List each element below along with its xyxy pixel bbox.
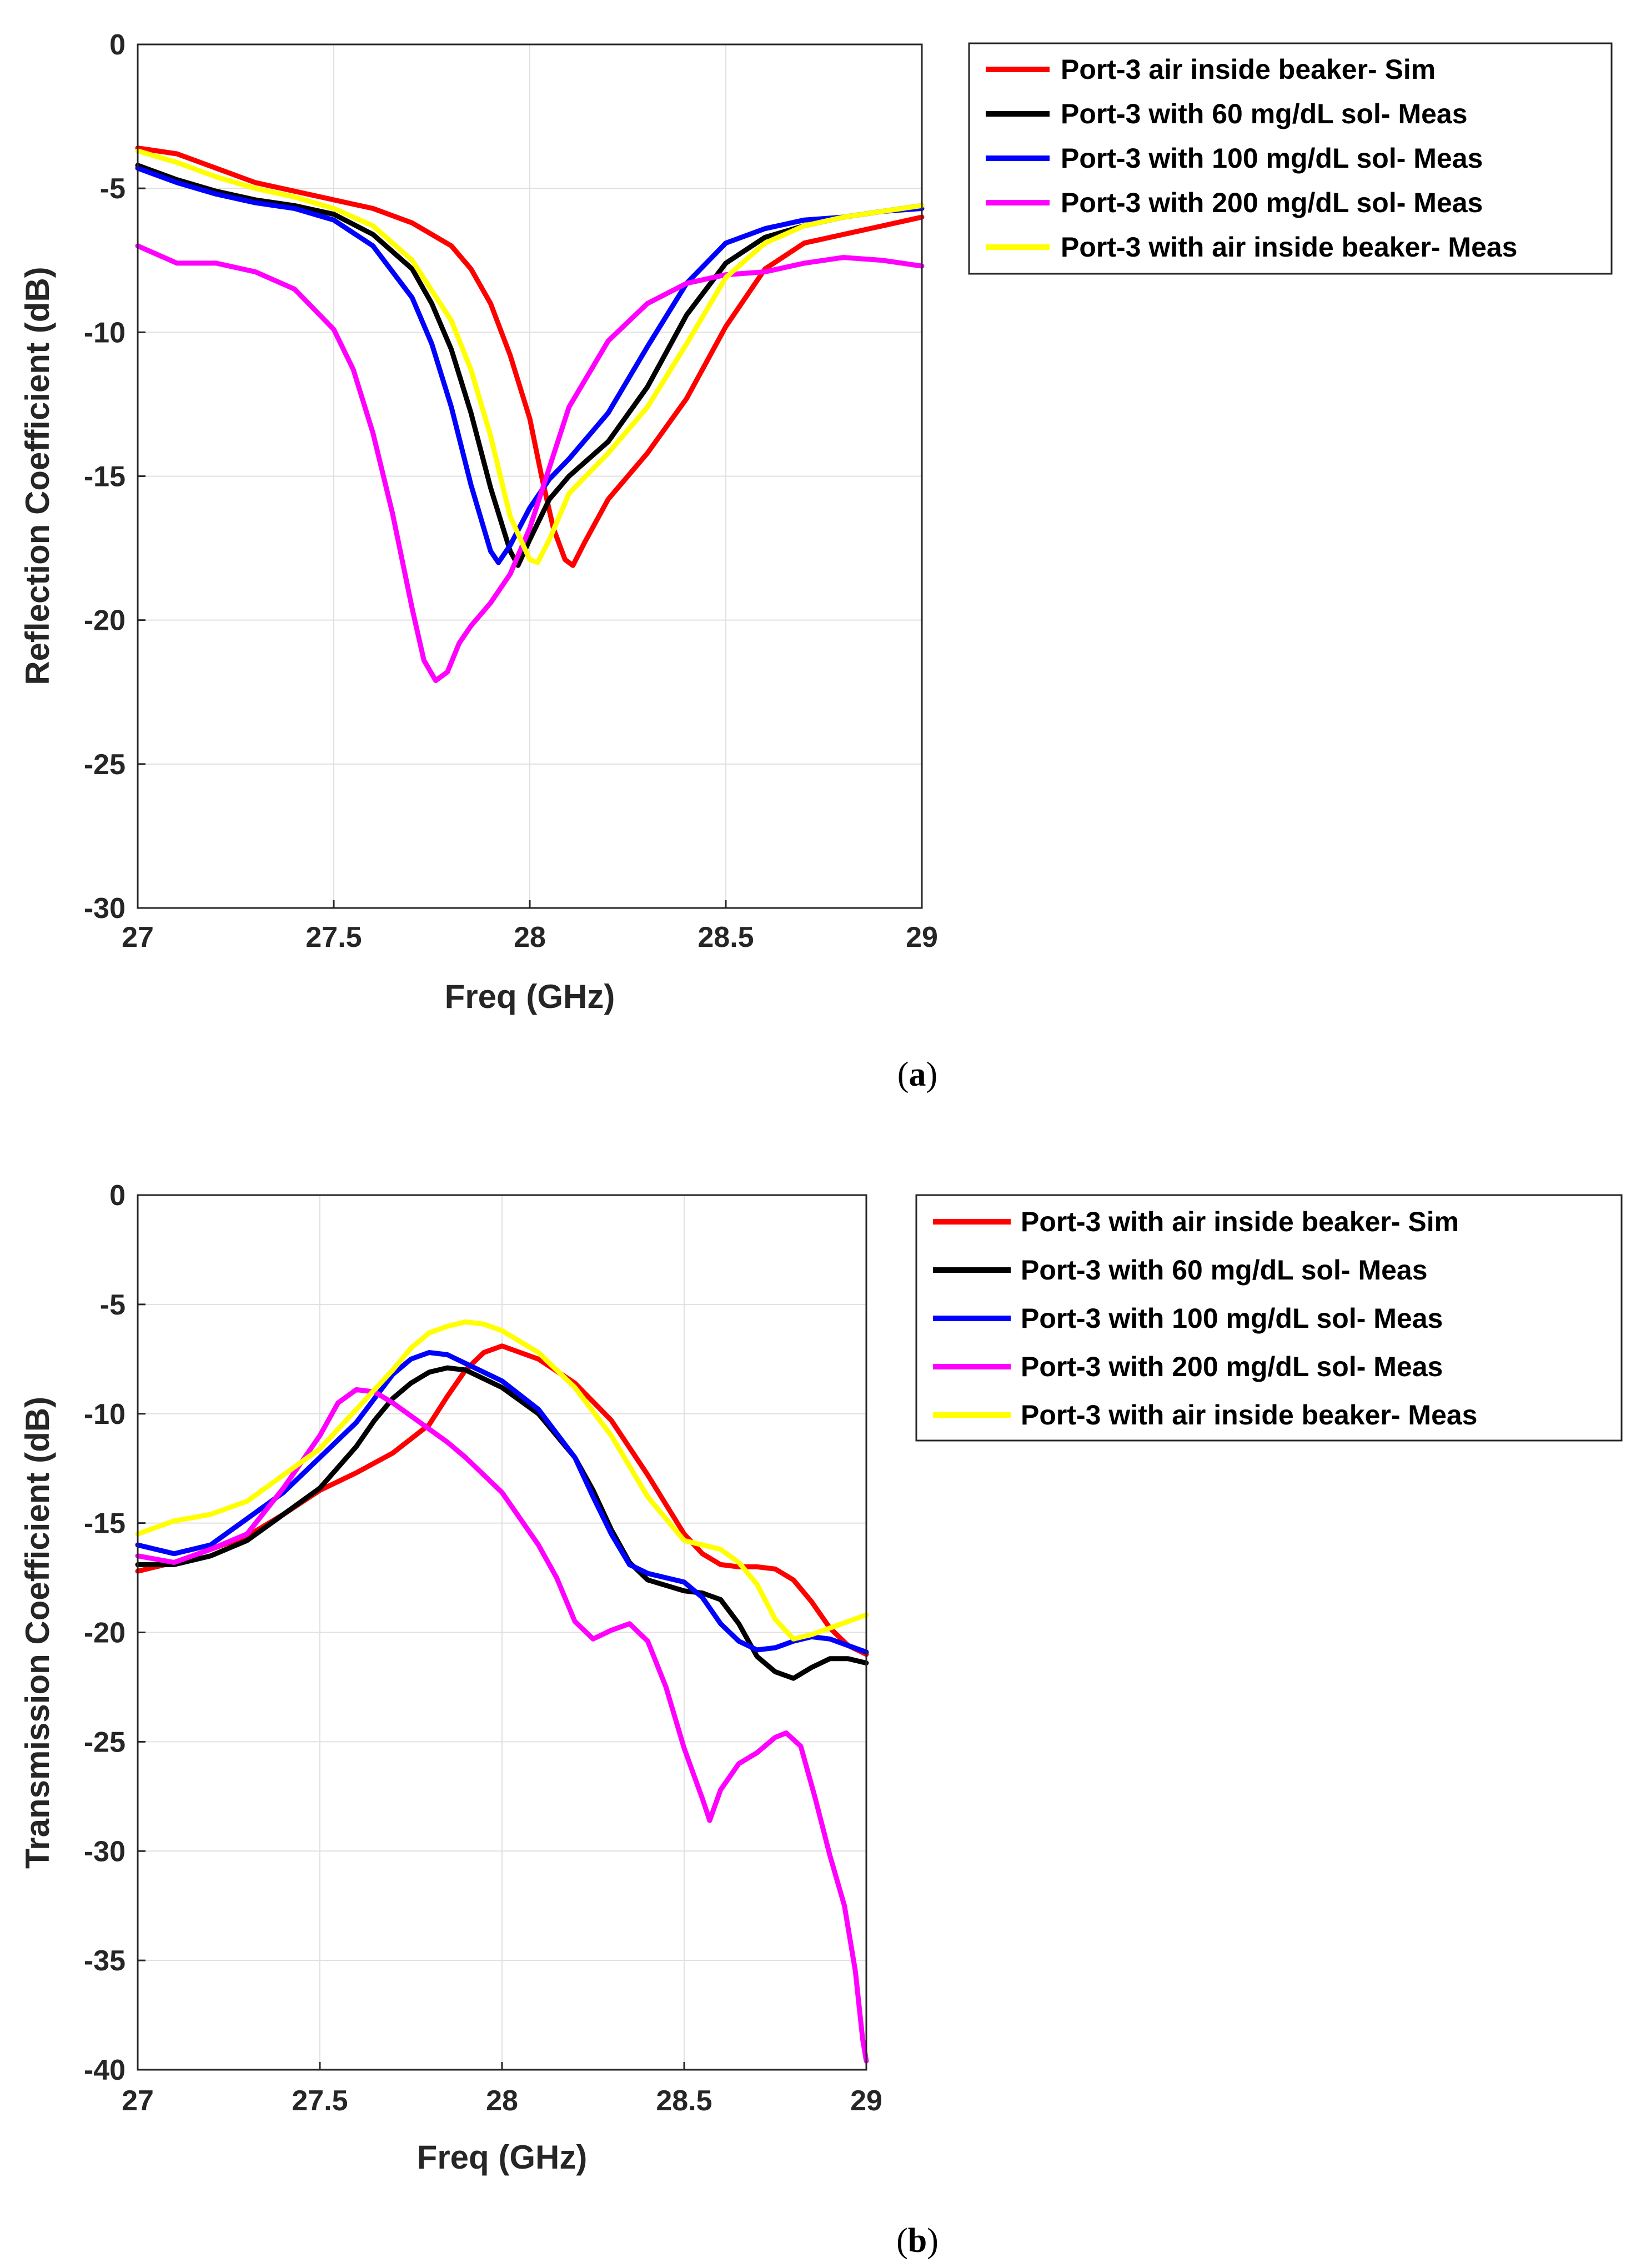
panel-b-y-tick-label: -25	[84, 1726, 126, 1758]
panel-a-y-tick-label: -30	[84, 892, 126, 925]
panel-b-x-ticks: 27 27.5 28 28.5 29	[122, 2062, 882, 2117]
panel-a-y-tick-label: -10	[84, 317, 126, 349]
panel-a-caption-letter: a	[909, 1056, 926, 1093]
panel-a-series-line-3	[135, 165, 925, 565]
panel-b-y-tick-label: -5	[100, 1289, 126, 1321]
panel-a-series-line-4	[135, 243, 925, 683]
panel-b-legend-label-2: Port-3 with 60 mg/dL sol- Meas	[1021, 1255, 1428, 1286]
panel-a-legend-label-4: Port-3 with 200 mg/dL sol- Meas	[1061, 187, 1483, 218]
panel-a-series-line-1	[135, 145, 925, 568]
panel-a-x-tick-label: 28	[514, 921, 546, 954]
panel-a-legend-label-1: Port-3 air inside beaker- Sim	[1061, 54, 1436, 85]
panel-b-y-axis-label: Transmission Coefficient (dB)	[19, 1397, 56, 1869]
panel-b-transmission-coefficient: 27 27.5 28 28.5 29 0-5-10-15-20-25-30-35-40 …	[19, 1180, 1623, 2260]
panel-a-y-ticks: 0 -5 -10 -15 -20 -25 -30	[84, 29, 145, 925]
panel-a-legend-label-2: Port-3 with 60 mg/dL sol- Meas	[1061, 98, 1468, 129]
panel-b-series-line-5	[135, 1319, 869, 1642]
panel-b-series-line-3	[135, 1350, 869, 1655]
panel-b-x-tick-label: 29	[850, 2085, 882, 2117]
panel-a-x-tick-label: 27	[122, 921, 154, 954]
panel-b-x-tick-label: 28.5	[656, 2085, 712, 2117]
panel-b-y-tick-label: -15	[84, 1508, 126, 1540]
panel-b-y-tick-label: -35	[84, 1945, 126, 1977]
panel-b-x-tick-label: 27.5	[292, 2085, 348, 2117]
panel-a-y-axis-label: Reflection Coefficient (dB)	[19, 267, 56, 685]
panel-b-series	[135, 1319, 869, 2064]
panel-b-series-line-4	[135, 1387, 869, 2064]
panel-b-y-tick-label: -10	[84, 1398, 126, 1431]
panel-a-x-ticks: 27 27.5 28 28.5 29	[122, 900, 938, 954]
panel-a-grid	[137, 44, 922, 909]
panel-b-caption-letter: b	[908, 2222, 927, 2260]
panel-a-series-line-5	[135, 148, 925, 565]
panel-b-y-ticks: 0 -5 -10 -15 -20 -25 -30 -35 -40	[84, 1180, 145, 2086]
panel-a-legend-label-5: Port-3 with air inside beaker- Meas	[1061, 232, 1518, 263]
panel-b-x-tick-label: 28	[486, 2085, 518, 2117]
panel-b-y-tick-label: 0	[109, 1180, 126, 1212]
panel-a-x-axis-label: Freq (GHz)	[445, 978, 615, 1015]
panel-b-y-tick-label: -20	[84, 1617, 126, 1649]
panel-a-x-tick-label: 29	[906, 921, 938, 954]
panel-b-y-tick-label: -40	[84, 2054, 126, 2086]
panel-a-y-tick-label: -15	[84, 461, 126, 493]
panel-a-reflection-coefficient: 27 27.5 28 28.5 29 0 -5 -10 -15 -20 -25 -30 Freq (…	[19, 29, 1613, 1093]
panel-a-legend-box	[968, 42, 1613, 275]
panel-a-x-tick-label: 28.5	[697, 921, 754, 954]
panel-a-y-tick-label: 0	[109, 29, 126, 61]
panel-a-x-tick-label: 27.5	[305, 921, 362, 954]
panel-a-legend: Port-3 air inside beaker- Sim Port-3 with…	[968, 42, 1613, 275]
panel-b-x-tick-label: 27	[122, 2085, 154, 2117]
panel-a-y-tick-label: -25	[84, 749, 126, 781]
panel-b-legend-label-1: Port-3 with air inside beaker- Sim	[1021, 1206, 1459, 1237]
panel-b-legend: Port-3 with air inside beaker- Sim Port-3…	[915, 1194, 1623, 1442]
panel-b-legend-label-4: Port-3 with 200 mg/dL sol- Meas	[1021, 1351, 1443, 1382]
panel-a-caption: (a)	[897, 1056, 937, 1093]
panel-b-caption: (b)	[896, 2222, 939, 2260]
panel-b-legend-box	[915, 1194, 1623, 1442]
panel-b-y-tick-label: -30	[84, 1835, 126, 1868]
panel-a-legend-label-3: Port-3 with 100 mg/dL sol- Meas	[1061, 143, 1483, 174]
panel-a-y-tick-label: -5	[100, 173, 126, 205]
panel-a-y-tick-label: -20	[84, 605, 126, 637]
panel-b-legend-label-3: Port-3 with 100 mg/dL sol- Meas	[1021, 1303, 1443, 1334]
panel-b-legend-label-5: Port-3 with air inside beaker- Meas	[1021, 1399, 1478, 1431]
panel-b-x-axis-label: Freq (GHz)	[417, 2139, 588, 2176]
panel-a-series	[135, 145, 925, 683]
panel-a-series-line-2	[135, 163, 925, 568]
